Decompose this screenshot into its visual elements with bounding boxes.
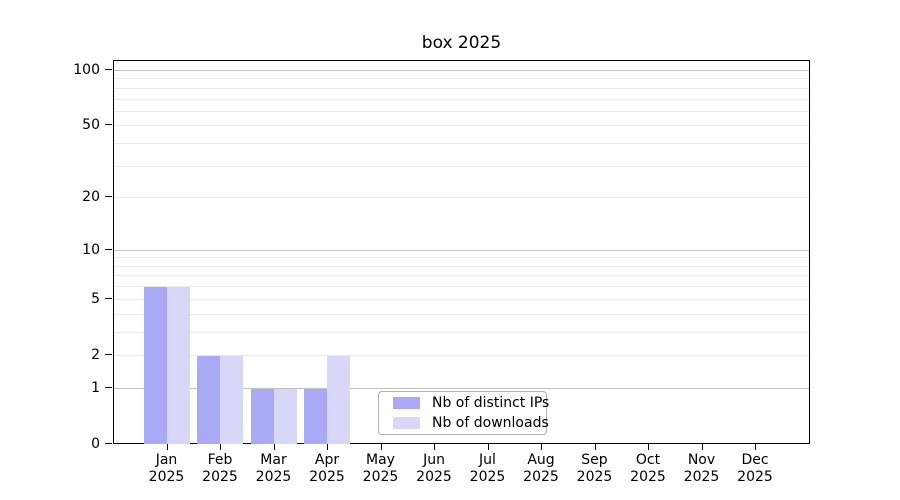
y-tick-mark (105, 124, 112, 126)
x-tick-mark (755, 444, 756, 450)
x-tick-year: 2025 (148, 469, 185, 485)
major-gridline (114, 249, 809, 251)
minor-gridline (114, 265, 809, 267)
x-tick-mark (166, 444, 168, 450)
y-tick-label: 50 (82, 117, 100, 134)
bar-downloads (220, 355, 243, 444)
x-tick-mark (327, 444, 328, 450)
minor-gridline (114, 98, 809, 100)
minor-gridline (114, 354, 809, 356)
bar-downloads (327, 355, 350, 444)
x-tick-label: Aug 2025 (506, 452, 576, 486)
x-tick-mark (648, 444, 649, 450)
y-tick-mark (105, 69, 112, 70)
x-tick-year: 2025 (469, 469, 506, 485)
legend-item-distinct-ips: Nb of distinct IPs (387, 395, 549, 411)
y-tick-label: 100 (73, 62, 100, 78)
minor-gridline (114, 78, 809, 80)
minor-gridline (114, 125, 809, 127)
y-tick-label: 1 (91, 379, 100, 396)
major-gridline (114, 387, 809, 389)
minor-gridline (114, 143, 809, 145)
minor-gridline (114, 286, 809, 288)
x-tick-mark (541, 444, 542, 450)
bar-distinct-ips (143, 287, 167, 444)
y-tick-label: 0 (91, 436, 100, 452)
y-tick-label: 20 (82, 189, 100, 206)
y-tick-label: 2 (91, 346, 100, 363)
y-tick-label: 10 (82, 241, 100, 258)
x-tick-year: 2025 (309, 469, 345, 485)
x-tick-label: Jun 2025 (399, 452, 469, 486)
x-tick-label: Nov 2025 (667, 452, 737, 486)
x-tick-mark (273, 444, 275, 450)
legend-swatch-distinct-ips (393, 397, 420, 409)
x-tick-label: May 2025 (346, 452, 416, 486)
x-tick-mark (434, 444, 435, 450)
x-tick-year: 2025 (362, 469, 399, 485)
minor-gridline (114, 110, 809, 112)
bar-downloads (166, 287, 190, 444)
y-tick-mark (105, 443, 112, 444)
x-tick-year: 2025 (630, 469, 666, 485)
x-tick-label: Apr 2025 (292, 452, 362, 486)
x-tick-label: Feb 2025 (185, 452, 255, 486)
minor-gridline (114, 257, 809, 259)
minor-gridline (114, 313, 809, 315)
x-tick-mark (701, 444, 703, 450)
minor-gridline (114, 275, 809, 277)
legend-label-distinct-ips: Nb of distinct IPs (432, 395, 550, 411)
bar-distinct-ips (197, 355, 220, 444)
x-tick-year: 2025 (683, 469, 720, 485)
x-tick-mark (380, 444, 382, 450)
x-tick-year: 2025 (255, 469, 292, 485)
x-tick-label: Jan 2025 (132, 452, 202, 486)
chart-title: box 2025 (421, 33, 502, 53)
minor-gridline (114, 331, 809, 333)
x-tick-label: Sep 2025 (560, 452, 630, 486)
legend-item-downloads: Nb of downloads (387, 415, 549, 431)
x-tick-label: Dec 2025 (720, 452, 790, 486)
bar-distinct-ips (250, 388, 274, 444)
x-tick-year: 2025 (576, 469, 613, 485)
x-tick-mark (220, 444, 221, 450)
x-tick-year: 2025 (416, 469, 452, 485)
x-tick-mark (594, 444, 596, 450)
x-tick-year: 2025 (202, 469, 238, 485)
x-tick-year: 2025 (737, 469, 773, 485)
minor-gridline (114, 298, 809, 300)
minor-gridline (114, 165, 809, 167)
legend-label-downloads: Nb of downloads (432, 415, 549, 431)
bar-distinct-ips (304, 388, 327, 444)
bar-downloads (273, 388, 297, 444)
minor-gridline (114, 87, 809, 89)
major-gridline (114, 70, 809, 71)
x-tick-mark (487, 444, 489, 450)
y-tick-mark (105, 196, 112, 198)
minor-gridline (114, 197, 809, 199)
y-tick-mark (105, 386, 112, 388)
x-tick-label: Oct 2025 (613, 452, 683, 486)
y-tick-mark (105, 297, 112, 299)
legend: Nb of distinct IPs Nb of downloads (378, 391, 549, 435)
x-tick-year: 2025 (523, 469, 559, 485)
x-tick-label: Jul 2025 (453, 452, 523, 486)
y-tick-mark (105, 353, 112, 355)
y-tick-mark (105, 248, 112, 250)
y-tick-label: 5 (91, 290, 100, 307)
x-tick-label: Mar 2025 (239, 452, 309, 486)
legend-swatch-downloads (393, 417, 420, 429)
plot-area (113, 60, 810, 444)
